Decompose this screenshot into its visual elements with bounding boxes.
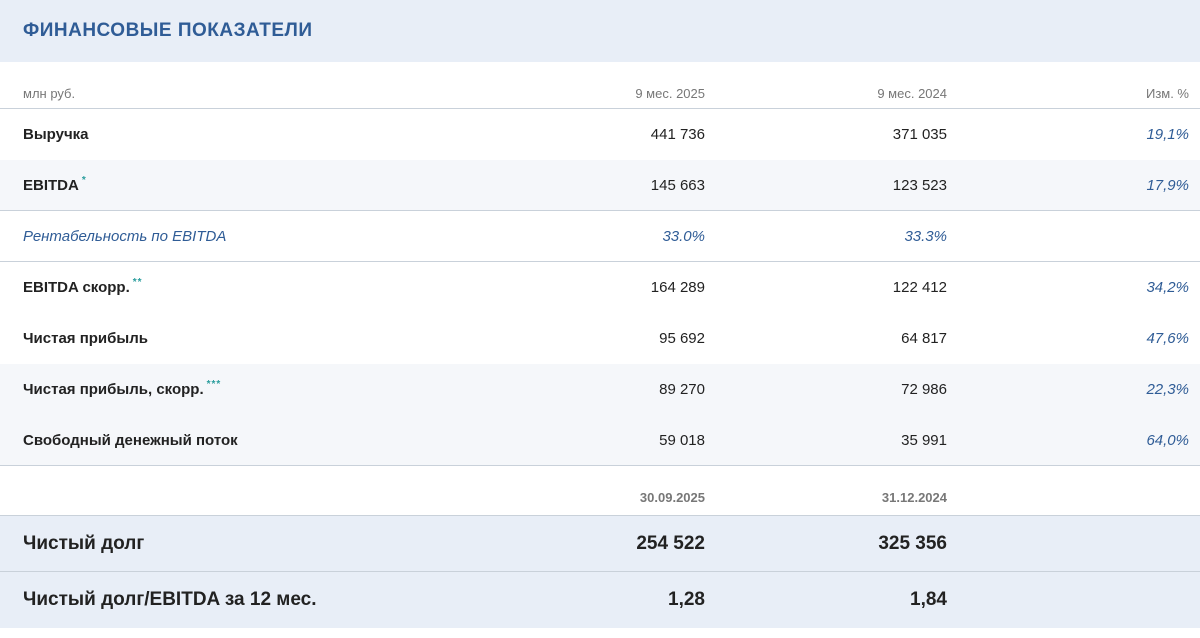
table-row-ebitda-margin: Рентабельность по EBITDA 33.0% 33.3% [0, 211, 1200, 262]
row-value-previous: 325 356 [878, 532, 947, 554]
row-label: Рентабельность по EBITDA [23, 227, 227, 245]
row-value-change: 19,1% [1146, 126, 1189, 143]
row-label: Чистая прибыль, скорр. *** [23, 379, 222, 398]
row-value-current: 33.0% [662, 227, 705, 245]
row-value-previous: 64 817 [901, 330, 947, 347]
row-label: EBITDA скорр. ** [23, 277, 143, 296]
row-value-current: 145 663 [650, 176, 705, 194]
column-header-current: 9 мес. 2025 [635, 86, 705, 101]
row-value-change: 17,9% [1146, 176, 1189, 194]
row-value-current: 254 522 [636, 532, 705, 554]
row-label: Чистый долг [23, 532, 145, 554]
row-value-previous: 33.3% [904, 227, 947, 245]
page-title: ФИНАНСОВЫЕ ПОКАЗАТЕЛИ [23, 20, 313, 41]
table-row-adjusted-ebitda: EBITDA скорр. ** 164 289 122 412 34,2% [0, 262, 1200, 313]
row-value-previous: 1,84 [910, 589, 947, 610]
row-label: Свободный денежный поток [23, 431, 238, 449]
row-value-previous: 72 986 [901, 381, 947, 398]
row-value-change: 64,0% [1146, 431, 1189, 449]
debt-dates-row: 30.09.2025 31.12.2024 [0, 466, 1200, 516]
table-row-revenue: Выручка 441 736 371 035 19,1% [0, 109, 1200, 160]
column-header-change: Изм. % [1145, 86, 1189, 101]
table-row-net-debt-to-ebitda: Чистый долг/EBITDA за 12 мес. 1,28 1,84 [0, 572, 1200, 628]
table-row-free-cash-flow: Свободный денежный поток 59 018 35 991 6… [0, 415, 1200, 466]
row-value-current: 441 736 [650, 126, 705, 143]
table-row-ebitda: EBITDA * 145 663 123 523 17,9% [0, 160, 1200, 211]
row-value-previous: 371 035 [892, 126, 947, 143]
footnote-marker: *** [206, 379, 222, 390]
row-value-previous: 123 523 [892, 176, 947, 194]
date-current: 30.09.2025 [639, 490, 705, 505]
row-value-change: 47,6% [1146, 330, 1189, 347]
table-row-adjusted-net-profit: Чистая прибыль, скорр. *** 89 270 72 986 … [0, 364, 1200, 415]
row-value-change: 34,2% [1146, 279, 1189, 296]
row-label: Чистый долг/EBITDA за 12 мес. [23, 589, 317, 610]
column-header-previous: 9 мес. 2024 [877, 86, 947, 101]
table-header-row: млн руб. 9 мес. 2025 9 мес. 2024 Изм. % [0, 62, 1200, 109]
row-label: Чистая прибыль [23, 330, 148, 347]
section-header: ФИНАНСОВЫЕ ПОКАЗАТЕЛИ [0, 0, 1200, 62]
row-value-current: 95 692 [659, 330, 705, 347]
footnote-marker: ** [132, 277, 143, 288]
row-value-current: 164 289 [650, 279, 705, 296]
row-value-current: 59 018 [659, 431, 705, 449]
row-value-previous: 35 991 [901, 431, 947, 449]
row-value-change: 22,3% [1146, 381, 1189, 398]
row-label: EBITDA * [23, 174, 87, 194]
unit-label: млн руб. [23, 86, 76, 101]
row-value-current: 1,28 [668, 589, 705, 610]
row-value-current: 89 270 [659, 381, 705, 398]
row-value-previous: 122 412 [892, 279, 947, 296]
table-row-net-debt: Чистый долг 254 522 325 356 [0, 516, 1200, 572]
table-row-net-profit: Чистая прибыль 95 692 64 817 47,6% [0, 313, 1200, 364]
row-label: Выручка [23, 126, 89, 143]
date-previous: 31.12.2024 [881, 490, 947, 505]
footnote-marker: * [81, 174, 87, 186]
